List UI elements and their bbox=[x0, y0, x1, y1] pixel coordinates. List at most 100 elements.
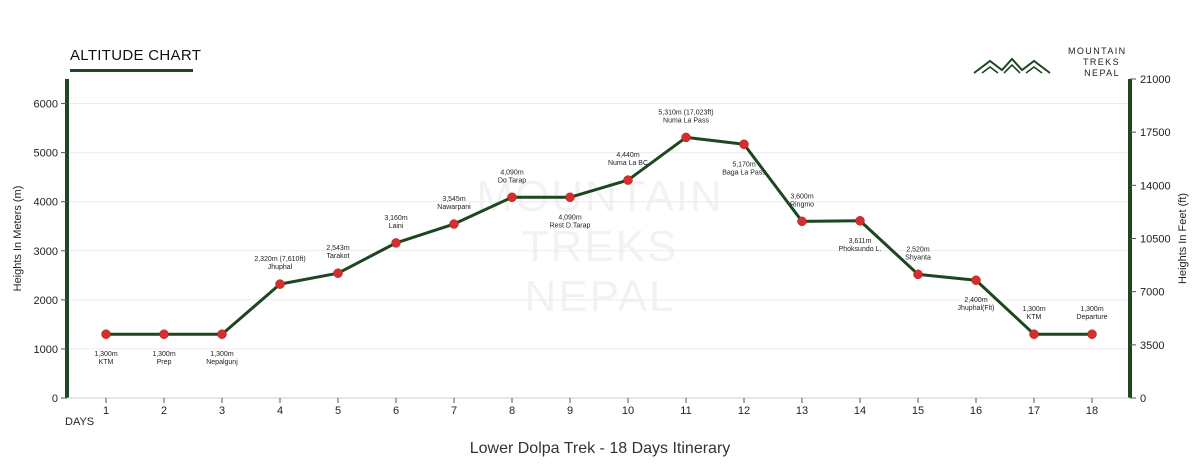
watermark-line-2: TREKS bbox=[521, 222, 679, 271]
series-line bbox=[106, 135, 1092, 336]
x-tick-label: 5 bbox=[335, 405, 341, 417]
y-tick-label: 4000 bbox=[34, 197, 58, 209]
x-tick-label: 14 bbox=[854, 405, 866, 417]
data-label-altitude: 3,611m bbox=[849, 238, 872, 245]
data-point bbox=[333, 268, 343, 278]
data-label-place: Phoksundo L. bbox=[839, 246, 882, 253]
data-label-place: Jhuphal bbox=[268, 264, 293, 271]
x-tick-label: 18 bbox=[1086, 405, 1098, 417]
data-point bbox=[101, 329, 111, 339]
data-point bbox=[391, 238, 401, 248]
y2-tick-label: 10500 bbox=[1140, 234, 1171, 246]
data-point bbox=[565, 192, 575, 203]
data-point bbox=[913, 269, 923, 280]
chart-subtitle: Lower Dolpa Trek - 18 Days Itinerary bbox=[469, 440, 731, 457]
data-label-place: Laini bbox=[389, 223, 404, 230]
data-label-place: Nawarpani bbox=[437, 204, 471, 211]
mountain-logo-icon bbox=[973, 57, 1051, 74]
x-tick-label: 9 bbox=[567, 405, 573, 417]
x-axis-label: DAYS bbox=[65, 416, 95, 428]
x-tick-label: 12 bbox=[738, 405, 750, 417]
data-point bbox=[855, 216, 865, 226]
y2-tick-label: 21000 bbox=[1140, 74, 1171, 86]
data-label-altitude: 1,300m bbox=[210, 351, 234, 358]
x-tick-label: 10 bbox=[622, 405, 634, 417]
data-point bbox=[217, 329, 227, 339]
x-tick-label: 4 bbox=[277, 405, 283, 417]
data-label-place: Departure bbox=[1076, 314, 1107, 321]
y-tick-label: 0 bbox=[52, 393, 58, 405]
y2-tick-label: 17500 bbox=[1140, 127, 1171, 139]
y-axis-title: Heights In Meters (m) bbox=[12, 186, 24, 292]
data-point bbox=[971, 275, 981, 285]
x-tick-label: 11 bbox=[680, 405, 691, 417]
data-point bbox=[623, 175, 633, 185]
data-label-altitude: 3,160m bbox=[384, 215, 408, 222]
data-label-altitude: 1,300m bbox=[94, 351, 118, 358]
data-label-place: KTM bbox=[99, 359, 114, 366]
data-label-altitude: 5,170m bbox=[732, 161, 756, 168]
data-label-place: Ringmo bbox=[790, 201, 814, 208]
data-point bbox=[449, 219, 459, 229]
data-label-altitude: 4,440m bbox=[616, 152, 640, 159]
data-point bbox=[681, 132, 691, 143]
data-label-place: Jhuphal(Flt) bbox=[958, 305, 995, 312]
data-label-altitude: 1,300m bbox=[1080, 306, 1104, 313]
data-point bbox=[797, 216, 807, 227]
data-label-place: Numa La Pass bbox=[663, 117, 709, 124]
y-tick-label: 2000 bbox=[34, 295, 58, 307]
data-label-altitude: 1,300m bbox=[1022, 306, 1046, 313]
x-tick-label: 16 bbox=[970, 405, 982, 417]
brand-logo: MOUNTAIN TREKS NEPAL bbox=[972, 46, 1127, 82]
data-label-place: Numa La BC bbox=[608, 160, 648, 167]
data-point bbox=[1087, 329, 1097, 339]
y2-tick-label: 14000 bbox=[1140, 180, 1171, 192]
title-underline bbox=[70, 69, 193, 72]
y-tick-label: 3000 bbox=[34, 246, 58, 258]
y2-tick-label: 0 bbox=[1140, 393, 1146, 405]
x-tick-label: 15 bbox=[912, 405, 924, 417]
y2-tick-label: 3500 bbox=[1140, 340, 1164, 352]
x-tick-label: 3 bbox=[219, 405, 225, 417]
data-label-altitude: 4,090m bbox=[558, 214, 582, 221]
data-label-altitude: 2,543m bbox=[326, 245, 350, 252]
x-tick-label: 2 bbox=[161, 405, 167, 417]
data-label-place: Prep bbox=[157, 359, 172, 366]
y-tick-label: 1000 bbox=[34, 344, 58, 356]
data-label-place: Tarakot bbox=[327, 253, 350, 260]
watermark-line-3: NEPAL bbox=[524, 272, 676, 321]
x-tick-label: 17 bbox=[1028, 405, 1040, 417]
watermark: MOUNTAIN TREKS NEPAL bbox=[440, 172, 760, 322]
data-label-altitude: 3,545m bbox=[442, 196, 466, 203]
data-label-altitude: 2,320m (7,610ft) bbox=[254, 256, 305, 263]
data-point bbox=[1029, 329, 1039, 339]
brand-line-3: NEPAL bbox=[1084, 68, 1120, 78]
data-label-place: Nepalgunj bbox=[206, 359, 238, 366]
brand-line-2: TREKS bbox=[1082, 57, 1120, 67]
data-point bbox=[159, 329, 169, 339]
data-label-altitude: 2,520m bbox=[906, 246, 930, 253]
data-label-altitude: 5,310m (17,023ft) bbox=[658, 109, 713, 116]
x-tick-label: 7 bbox=[451, 405, 457, 417]
y2-axis-title: Heights In Feet (ft) bbox=[1177, 193, 1189, 284]
x-tick-label: 13 bbox=[796, 405, 808, 417]
data-label-place: KTM bbox=[1027, 314, 1042, 321]
data-label-place: Shyanta bbox=[905, 254, 931, 261]
y2-tick-label: 7000 bbox=[1140, 287, 1164, 299]
data-label-altitude: 2,400m bbox=[964, 297, 988, 304]
data-label-place: Rest D.Tarap bbox=[550, 222, 591, 229]
data-point bbox=[739, 139, 749, 150]
y-tick-label: 5000 bbox=[34, 148, 58, 160]
brand-line-1: MOUNTAIN bbox=[1068, 46, 1127, 56]
data-label-place: Baga La Pass bbox=[722, 169, 766, 176]
x-tick-label: 6 bbox=[393, 405, 399, 417]
chart-title: ALTITUDE CHART bbox=[70, 47, 202, 64]
data-point bbox=[275, 279, 285, 289]
x-tick-label: 1 bbox=[103, 405, 109, 417]
data-label-altitude: 1,300m bbox=[152, 351, 176, 358]
data-label-place: Do Tarap bbox=[498, 177, 526, 184]
data-point bbox=[507, 192, 517, 203]
brand-text: MOUNTAIN TREKS NEPAL bbox=[1068, 46, 1127, 79]
data-label-altitude: 3,600m bbox=[790, 193, 814, 200]
